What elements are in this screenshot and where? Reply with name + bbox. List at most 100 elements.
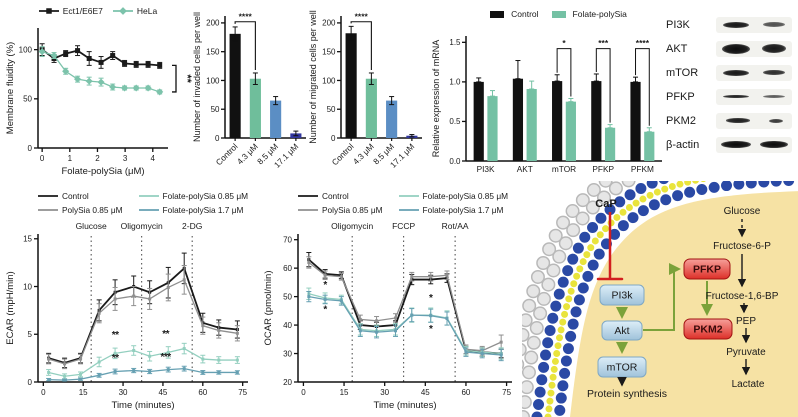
blot-strip [716,112,792,129]
blot-strip [716,136,792,153]
panel-mrna-expression: Control Folate-polySia 0.0 0.5 1.0 1.5 Relati… [430,6,664,178]
metabolite-label: Fructose-1,6-BP [706,291,779,302]
blot-row: PI3K [666,14,796,35]
y-axis-label: Number of invaded cells per well [192,12,202,142]
blot-band [759,140,788,149]
bar [552,81,563,161]
panel-ocar: Control Folate-polySia 0.85 μM PolySia 0.8… [262,190,518,416]
legend-item: PolySia 0.85 μM [37,204,123,217]
legend-label: Control [321,191,349,202]
y-tick-label: 100 [206,76,220,85]
panel-migrated-cells: 0 50 100 150 200 Number of migrated cells per… [308,0,426,186]
y-tick-label: 150 [206,47,220,56]
sig-label: ** [162,329,169,340]
category-label: AKT [517,164,533,174]
mrna-chart: 0.0 0.5 1.0 1.5 Relative expression of mRNA P… [431,36,662,174]
sig-label: * [323,304,327,315]
legend-item: Folate-polySia 0.85 μM [398,190,508,203]
x-tick-label: 4 [151,154,156,163]
signaling-label: PI3k [611,290,633,302]
event-label: FCCP [392,221,415,231]
y-tick-label: 200 [322,19,336,28]
y-axis-label: Number of migrated cells per well [308,10,318,144]
legend-item: Folate-polySia 1.7 μM [398,204,509,217]
legend-item: Control [297,190,383,203]
metabolite-label: PEP [736,316,756,327]
signaling-node [601,320,643,341]
x-tick-label: 15 [340,388,349,397]
x-tick-label: 60 [198,388,207,397]
x-tick-label: 30 [380,388,389,397]
series-line [308,293,502,355]
y-tick-label: 1.5 [449,38,461,47]
blot-band [763,69,785,76]
pathway-diagram: CaP PI3k Akt mTOR Protein synthesis PFKP PKM2 G… [503,124,798,417]
y-tick-label: 10 [23,282,32,291]
event-label: Oligomycin [121,221,163,231]
category-label: PFKP [592,164,614,174]
y-tick-label: 150 [322,47,336,56]
sig-label: * [562,38,566,48]
mrna-legend: Control Folate-polySia [430,6,664,22]
event-label: Rot/AA [442,221,469,231]
blot-band [723,94,749,99]
blot-band [723,21,749,28]
x-axis-label: Folate-polySia (μM) [61,166,144,177]
y-tick-label: 0 [28,378,33,387]
blot-strip [716,16,792,33]
legend-label: Folate-polySia 1.7 μM [422,204,504,215]
series-line [308,261,502,352]
x-tick-label: 60 [461,388,470,397]
event-label: Oligomycin [331,221,373,231]
y-tick-label: 1.0 [449,78,461,87]
x-tick-label: 30 [119,388,128,397]
blot-strip [716,64,792,81]
legend-item: Folate-polySia 1.7 μM [138,204,249,217]
legend-item: HeLa [112,6,157,16]
legend-label: PolySia 0.85 μM [321,204,383,215]
legend-label: Ect1/E6E7 [62,6,103,16]
sig-label: **** [239,11,253,21]
blot-row: mTOR [666,62,796,83]
bar [365,78,377,138]
invaded-cells-chart: 0 50 100 150 200 Number of invaded cells per … [192,11,306,170]
legend-label: Folate-polySia [572,9,627,19]
ecar-legend: Control Folate-polySia 0.85 μM PolySia 0.8… [4,190,256,216]
enzyme-label: PKM2 [693,324,722,336]
fluidity-legend: Ect1/E6E7 HeLa [4,2,192,20]
migrated-cells-chart: 0 50 100 150 200 Number of migrated cells per… [308,10,422,170]
blot-row: AKT [666,38,796,59]
legend-label: PolySia 0.85 μM [61,204,123,215]
sig-label: *** [161,352,172,363]
bar [345,33,357,138]
blot-strip [716,40,792,57]
bar [526,89,537,161]
y-tick-label: 50 [23,95,32,104]
sig-label: * [323,280,327,291]
sig-label: ** [181,74,192,83]
x-axis-label: Time (minutes) [112,400,175,411]
bar [565,101,576,161]
bar [270,100,282,138]
category-label: 4.3 μM [351,141,376,166]
metabolite-label: Glucose [724,206,761,217]
blot-protein-label: AKT [666,42,688,55]
y-tick-label: 0.5 [449,117,461,126]
blot-band [723,69,749,76]
blot-protein-label: PI3K [666,18,690,31]
blot-row: PKM2 [666,110,796,131]
category-label: mTOR [552,164,576,174]
blot-row: PFKP [666,86,796,107]
bar [591,81,602,161]
blot-row: β-actin [666,134,796,155]
signaling-label: mTOR [607,362,638,374]
y-tick-label: 50 [211,105,220,114]
event-label: 2-DG [182,221,202,231]
series-line [48,347,238,377]
series-line [48,367,238,381]
x-tick-label: 45 [158,388,167,397]
blot-protein-label: PFKP [666,90,695,103]
legend-item: Folate-polySia 0.85 μM [138,190,248,203]
enzyme-node [683,258,731,280]
